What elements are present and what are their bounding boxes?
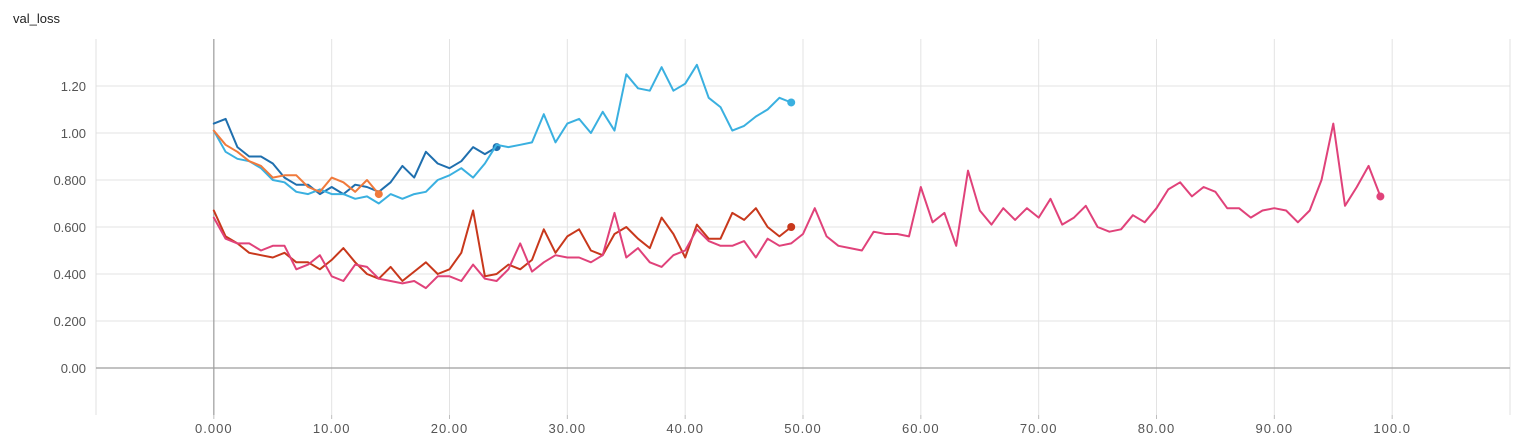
series-end-point-run-red[interactable] (787, 223, 796, 231)
series-line-run-pink (212, 122, 1382, 290)
x-tick-label: 40.00 (666, 421, 704, 436)
x-tick-label: 10.00 (313, 421, 351, 436)
x-tick-label: 90.00 (1256, 421, 1294, 436)
y-tick-label: 0.800 (53, 173, 86, 188)
x-tick-label: 30.00 (549, 421, 587, 436)
y-tick-label: 0.600 (53, 220, 86, 235)
series-line-run-dark-blue (212, 117, 498, 196)
series-line-run-red (212, 207, 793, 282)
y-tick-label: 0.400 (53, 267, 86, 282)
y-tick-label: 0.200 (53, 314, 86, 329)
y-tick-label: 1.00 (61, 126, 86, 141)
y-tick-label: 1.20 (61, 79, 86, 94)
series-line-run-orange (212, 129, 380, 196)
x-tick-label: 0.000 (195, 421, 233, 436)
grid (95, 39, 1511, 415)
x-tick-label: 100.0 (1373, 421, 1411, 436)
x-tick-label: 50.00 (784, 421, 822, 436)
x-tick-label: 20.00 (431, 421, 469, 436)
series-end-point-run-orange[interactable] (374, 190, 383, 199)
series (212, 63, 1385, 290)
series-end-point-run-pink[interactable] (1376, 192, 1385, 201)
x-tick-label: 80.00 (1138, 421, 1176, 436)
tick-labels: 0.00 0.200 0.400 0.600 0.800 1.00 1.20 0.000 10.… (53, 79, 1411, 436)
series-line-run-light-blue (212, 63, 793, 205)
chart-title: val_loss (13, 11, 60, 26)
x-tick-label: 70.00 (1020, 421, 1058, 436)
axes (96, 39, 1510, 419)
y-tick-label: 0.00 (61, 361, 86, 376)
series-end-point-run-light-blue[interactable] (787, 98, 796, 107)
x-tick-label: 60.00 (902, 421, 940, 436)
